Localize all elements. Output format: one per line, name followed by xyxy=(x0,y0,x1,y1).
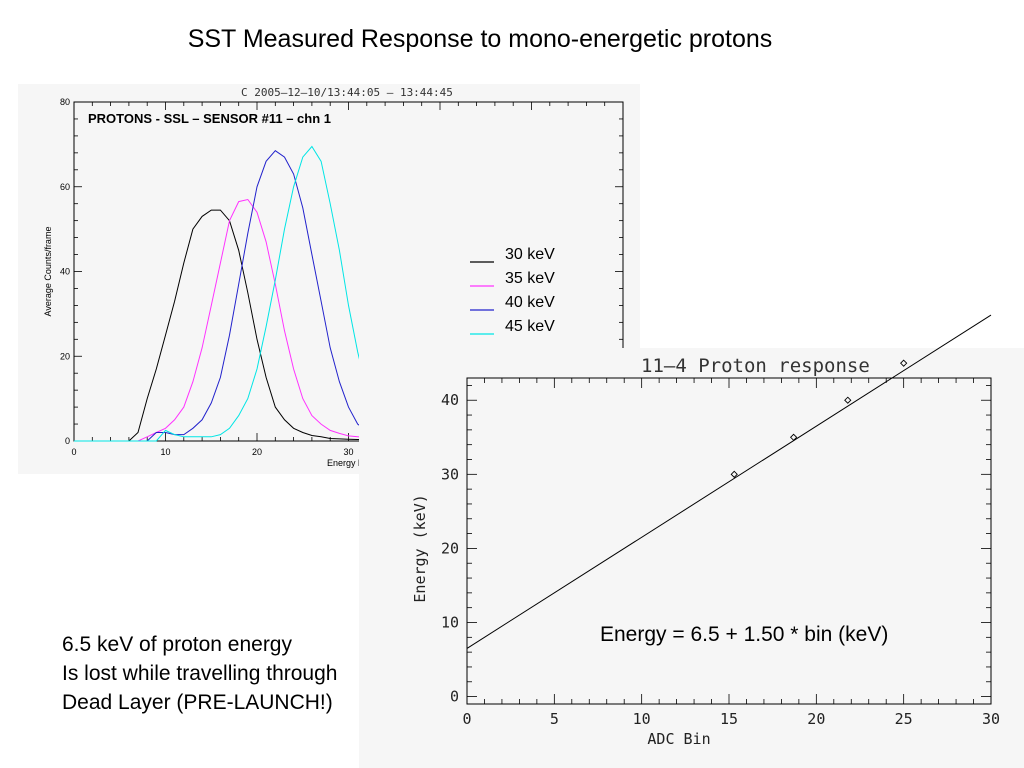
chart2-title: 11–4 Proton response xyxy=(641,355,870,377)
chart2-y-axis-label: Energy (keV) xyxy=(411,494,429,602)
proton-response-svg: 11–4 Proton response 0 5 10 15 20 25 30 0 10 20 30… xyxy=(411,314,1000,748)
note-line-2: Is lost while travelling through xyxy=(62,662,338,685)
chart1-y-tick-label: 80 xyxy=(60,97,70,107)
chart2-y-tick-label: 20 xyxy=(441,539,459,557)
data-point-diamond xyxy=(789,433,798,441)
fit-line xyxy=(466,314,992,649)
dead-layer-note: 6.5 keV of proton energy Is lost while t… xyxy=(62,630,337,717)
chart1-y-tick-label: 60 xyxy=(60,182,70,192)
chart2-x-tick-label: 30 xyxy=(982,710,1000,728)
legend-label: 35 keV xyxy=(505,270,555,287)
chart1-x-axis-label: Energy bin xyxy=(327,458,370,468)
data-point-diamond xyxy=(844,396,852,404)
chart2-y-tick-label: 30 xyxy=(441,465,459,483)
note-line-1: 6.5 keV of proton energy xyxy=(62,633,292,656)
legend-label: 30 keV xyxy=(505,246,555,263)
slide-title: SST Measured Response to mono-energetic … xyxy=(187,25,773,53)
chart2-x-axis-label: ADC Bin xyxy=(647,730,710,748)
chart1-y-tick-label: 0 xyxy=(65,436,70,446)
chart1-y-axis-label: Average Counts/frame xyxy=(43,227,53,317)
chart1-title: C 2005–12–10/13:44:05 – 13:44:45 xyxy=(241,86,453,99)
chart1-x-tick-label: 30 xyxy=(343,447,353,457)
chart2-x-tick-label: 20 xyxy=(807,710,825,728)
chart1-x-tick-label: 0 xyxy=(71,447,76,457)
chart2-plot-frame xyxy=(466,377,992,705)
note-line-3: Dead Layer (PRE-LAUNCH!) xyxy=(62,691,333,714)
chart2-x-tick-label: 5 xyxy=(550,710,559,728)
chart2-y-tick-label: 10 xyxy=(441,614,459,632)
chart1-x-tick-label: 20 xyxy=(252,447,262,457)
chart1-y-tick-label: 40 xyxy=(60,267,70,277)
chart2-x-tick-label: 25 xyxy=(895,710,913,728)
chart1-x-tick-label: 10 xyxy=(160,447,170,457)
data-point-diamond xyxy=(730,470,738,478)
chart1-annotation: PROTONS - SSL – SENSOR #11 – chn 1 xyxy=(88,111,331,126)
chart2-y-tick-label: 40 xyxy=(441,391,459,409)
chart1-y-tick-label: 20 xyxy=(60,351,70,361)
chart2-x-tick-label: 10 xyxy=(633,710,651,728)
legend-label: 45 keV xyxy=(505,318,555,335)
chart2-x-tick-label: 15 xyxy=(720,710,738,728)
fit-equation: Energy = 6.5 + 1.50 * bin (keV) xyxy=(600,623,889,646)
data-point-diamond xyxy=(900,359,908,367)
chart2-y-tick-label: 0 xyxy=(450,688,459,706)
proton-response-chart: 11–4 Proton response 0 5 10 15 20 25 30 0 10 20 30… xyxy=(359,314,1024,768)
chart2-x-tick-label: 0 xyxy=(462,710,471,728)
legend-label: 40 keV xyxy=(505,294,555,311)
